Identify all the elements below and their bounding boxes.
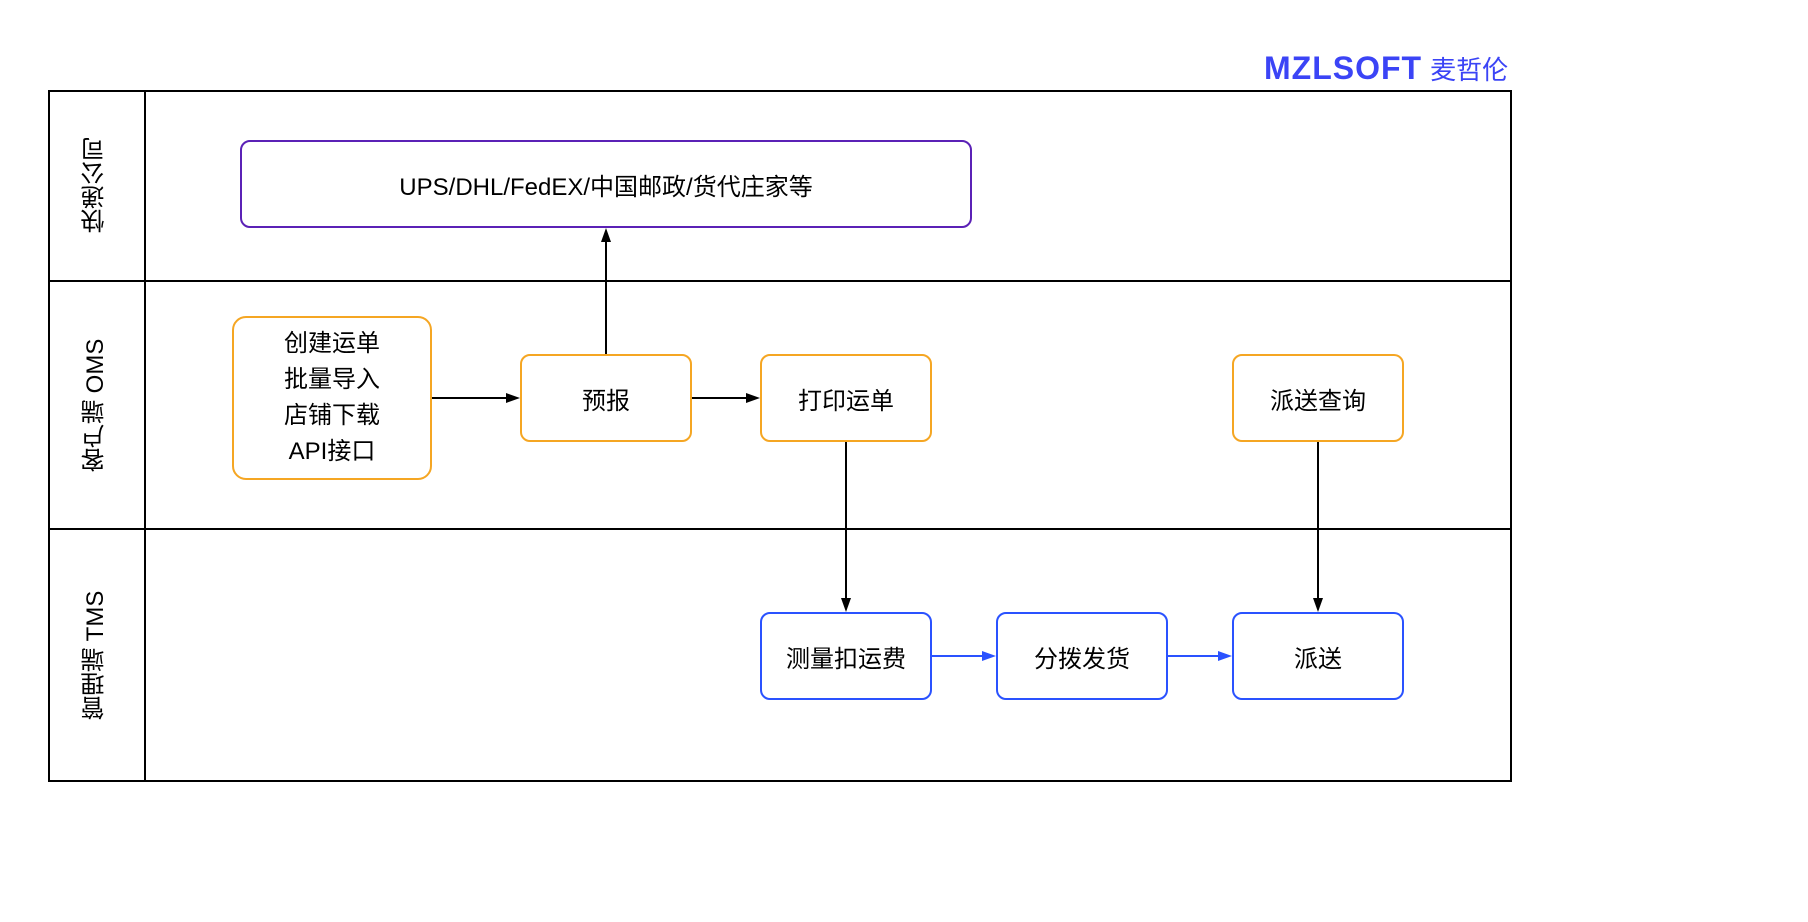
logo: MZLSOFT 麦哲伦 (1264, 50, 1508, 87)
diagram-canvas: MZLSOFT 麦哲伦 快递公司 客户端 OMS 管理端 TMS UPS/DHL/… (0, 0, 1808, 922)
node-deliver: 派送 (1232, 612, 1404, 700)
node-create-order-label: 创建运单 批量导入 店铺下载 API接口 (284, 326, 380, 470)
node-delivery-query: 派送查询 (1232, 354, 1404, 442)
node-sort-ship-label: 分拨发货 (1034, 639, 1130, 674)
logo-cn: 麦哲伦 (1430, 55, 1508, 85)
logo-en: MZLSOFT (1264, 50, 1422, 86)
node-carriers-label: UPS/DHL/FedEX/中国邮政/货代庄家等 (399, 167, 812, 202)
lane-label-express: 快递公司 (78, 125, 113, 245)
node-print-waybill: 打印运单 (760, 354, 932, 442)
node-forecast-label: 预报 (582, 381, 630, 416)
node-measure-fee: 测量扣运费 (760, 612, 932, 700)
lane-divider-h-2 (48, 528, 1512, 530)
lane-label-oms: 客户端 OMS (78, 320, 113, 490)
node-carriers: UPS/DHL/FedEX/中国邮政/货代庄家等 (240, 140, 972, 228)
node-delivery-query-label: 派送查询 (1270, 381, 1366, 416)
node-print-waybill-label: 打印运单 (798, 381, 894, 416)
lane-label-tms: 管理端 TMS (78, 570, 113, 740)
node-measure-fee-label: 测量扣运费 (786, 639, 906, 674)
node-sort-ship: 分拨发货 (996, 612, 1168, 700)
lane-divider-h-1 (48, 280, 1512, 282)
lane-divider-v (144, 90, 146, 782)
node-forecast: 预报 (520, 354, 692, 442)
node-deliver-label: 派送 (1294, 639, 1342, 674)
node-create-order: 创建运单 批量导入 店铺下载 API接口 (232, 316, 432, 480)
